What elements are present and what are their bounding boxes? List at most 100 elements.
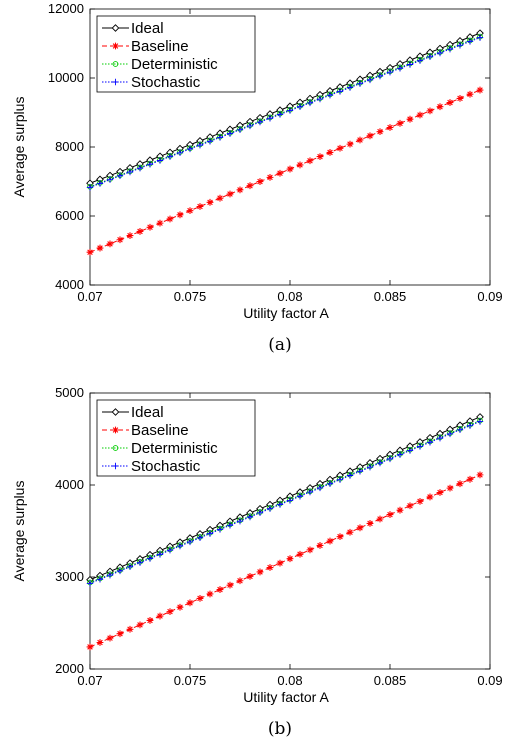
data-point	[116, 172, 124, 180]
legend-label: Ideal	[131, 404, 164, 421]
x-tick-label: 0.09	[477, 289, 502, 304]
data-point	[396, 119, 404, 127]
x-tick-label: 0.07	[77, 289, 102, 304]
data-point	[136, 621, 144, 629]
data-point	[126, 168, 134, 176]
legend-marker	[111, 24, 120, 32]
data-point	[446, 484, 454, 492]
data-point	[386, 455, 394, 463]
x-tick-label: 0.075	[174, 673, 207, 688]
data-point	[306, 157, 314, 165]
data-point	[236, 517, 244, 525]
y-tick-label: 10000	[48, 70, 84, 85]
data-point	[356, 136, 364, 144]
series-baseline	[86, 471, 484, 651]
data-point	[396, 451, 404, 458]
data-point	[266, 115, 274, 122]
data-point	[276, 501, 284, 508]
data-point	[96, 244, 104, 252]
data-point	[326, 92, 334, 99]
data-point	[86, 580, 94, 587]
data-point	[206, 530, 214, 537]
data-point	[296, 493, 304, 500]
legend-marker	[112, 462, 119, 470]
data-point	[376, 459, 384, 467]
legend-label: Baseline	[131, 38, 189, 55]
data-point	[256, 178, 264, 185]
data-point	[426, 439, 434, 446]
x-tick-label: 0.085	[374, 673, 407, 688]
data-point	[466, 422, 474, 429]
data-point	[436, 103, 444, 111]
data-point	[396, 65, 404, 72]
data-point	[186, 207, 194, 215]
y-axis-label: Average surplus	[11, 481, 27, 582]
data-point	[166, 608, 174, 616]
data-point	[436, 49, 444, 57]
data-point	[266, 173, 274, 181]
data-point	[346, 84, 354, 91]
y-tick-label: 4000	[55, 477, 84, 492]
data-point	[166, 547, 174, 554]
data-point	[376, 515, 384, 523]
legend-label: Ideal	[131, 20, 164, 37]
data-point	[166, 215, 174, 223]
data-point	[286, 165, 294, 173]
data-point	[316, 153, 324, 160]
data-point	[216, 134, 224, 141]
data-point	[116, 567, 124, 575]
data-point	[136, 228, 144, 235]
data-point	[296, 550, 304, 558]
data-point	[326, 149, 334, 156]
chart-a: 0.07 0.075 0.08 0.085 0.09 4000 6000 8000 10000 1…	[11, 1, 503, 355]
data-point	[136, 164, 144, 172]
data-point	[186, 145, 194, 153]
data-point	[86, 248, 94, 256]
figure-caption: (a)	[268, 335, 291, 355]
data-point	[356, 524, 364, 532]
data-point	[386, 124, 394, 131]
data-point	[336, 533, 344, 541]
data-point	[286, 555, 294, 563]
data-point	[296, 103, 304, 110]
data-point	[336, 88, 344, 95]
data-point	[276, 169, 284, 177]
legend-marker	[112, 78, 119, 86]
data-point	[106, 240, 114, 248]
legend-marker	[112, 445, 119, 451]
data-point	[226, 130, 234, 137]
x-tick-label: 0.09	[477, 673, 502, 688]
data-point	[286, 497, 294, 504]
data-point	[456, 42, 464, 49]
data-point	[306, 546, 314, 554]
figure-caption: (b)	[268, 719, 292, 739]
data-point	[176, 603, 184, 611]
data-point	[426, 493, 434, 501]
data-point	[286, 107, 294, 114]
data-point	[456, 426, 464, 434]
data-point	[446, 99, 454, 106]
data-point	[476, 34, 484, 41]
legend-box	[96, 399, 256, 477]
y-tick-label: 4000	[55, 277, 84, 292]
data-point	[426, 53, 434, 61]
data-point	[296, 161, 304, 169]
legend-label: Stochastic	[131, 458, 201, 475]
data-point	[376, 128, 384, 136]
data-point	[246, 513, 254, 521]
data-point	[256, 118, 264, 126]
data-point	[106, 176, 114, 183]
data-point	[366, 132, 374, 140]
data-point	[456, 480, 464, 488]
data-point	[276, 111, 284, 118]
data-point	[346, 472, 354, 479]
series-line	[89, 420, 481, 583]
legend-label: Deterministic	[131, 440, 218, 457]
data-point	[146, 223, 154, 231]
data-point	[416, 111, 424, 119]
data-point	[186, 599, 194, 607]
data-point	[366, 463, 374, 471]
